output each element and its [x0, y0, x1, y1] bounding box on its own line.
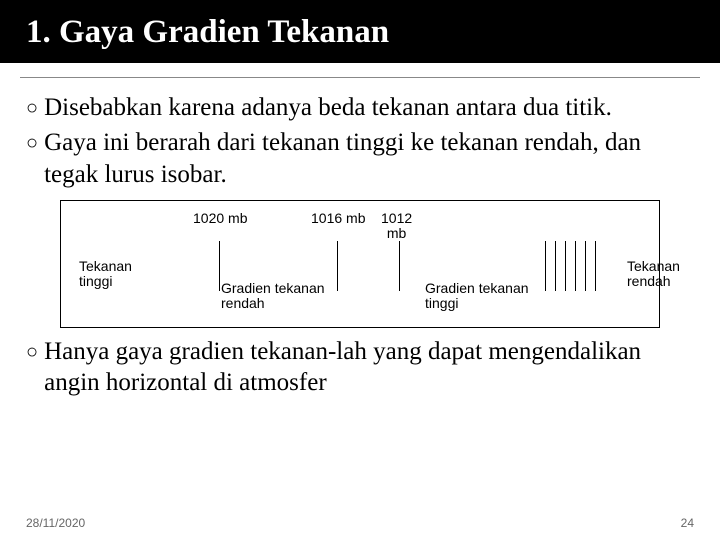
- footer-page-number: 24: [681, 516, 694, 530]
- region-label: Gradien tekanantinggi: [425, 281, 529, 312]
- bullet-item: ○ Disebabkan karena adanya beda tekanan …: [26, 92, 694, 123]
- side-label: Tekanantinggi: [79, 259, 132, 290]
- pressure-gradient-diagram: 1020 mb1016 mb1012 mbTekanantinggiTekana…: [60, 200, 660, 328]
- footer-date: 28/11/2020: [26, 516, 85, 530]
- isobar-line: [399, 241, 400, 291]
- isobar-line: [219, 241, 220, 291]
- title-text: 1. Gaya Gradien Tekanan: [26, 14, 389, 50]
- bullet-item: ○ Hanya gaya gradien tekanan-lah yang da…: [26, 336, 694, 399]
- side-label: Tekananrendah: [627, 259, 680, 290]
- circle-bullet-icon: ○: [26, 340, 38, 365]
- isobar-line: [585, 241, 586, 291]
- pressure-label: 1016 mb: [311, 211, 365, 226]
- content-area: ○ Disebabkan karena adanya beda tekanan …: [0, 84, 720, 406]
- circle-bullet-icon: ○: [26, 131, 38, 156]
- isobar-line: [575, 241, 576, 291]
- bullet-item: ○ Gaya ini berarah dari tekanan tinggi k…: [26, 127, 694, 190]
- bullet-text: Disebabkan karena adanya beda tekanan an…: [44, 92, 612, 123]
- isobar-line: [565, 241, 566, 291]
- isobar-line: [595, 241, 596, 291]
- pressure-label: 1012 mb: [381, 211, 412, 242]
- slide-title: 1. Gaya Gradien Tekanan: [0, 0, 720, 63]
- bullet-text: Hanya gaya gradien tekanan-lah yang dapa…: [44, 336, 694, 399]
- isobar-line: [337, 241, 338, 291]
- bullet-text: Gaya ini berarah dari tekanan tinggi ke …: [44, 127, 694, 190]
- horizontal-rule: [20, 77, 700, 78]
- circle-bullet-icon: ○: [26, 96, 38, 121]
- pressure-label: 1020 mb: [193, 211, 247, 226]
- isobar-line: [555, 241, 556, 291]
- isobar-line: [545, 241, 546, 291]
- region-label: Gradien tekananrendah: [221, 281, 325, 312]
